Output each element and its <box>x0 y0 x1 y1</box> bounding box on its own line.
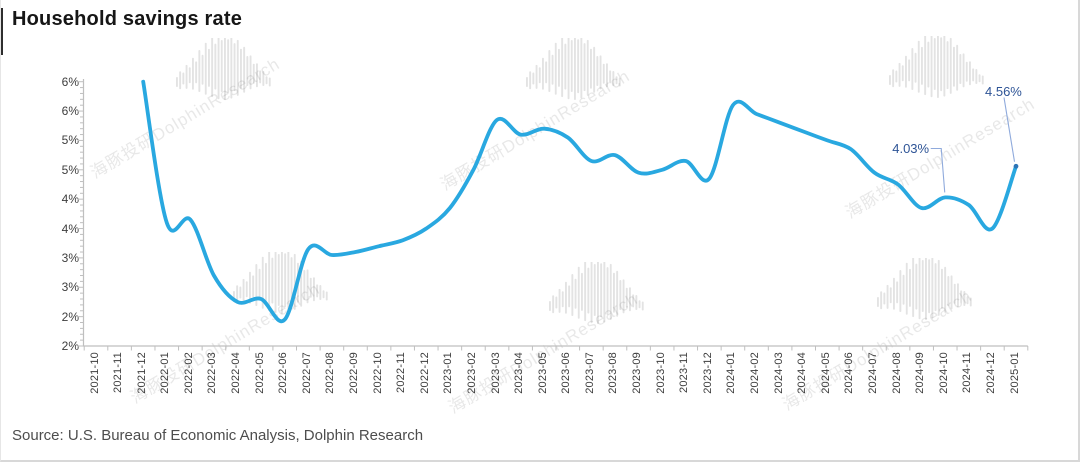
y-axis-label: 5% <box>61 162 79 177</box>
line-end-marker <box>1013 163 1019 169</box>
source-note: Source: U.S. Bureau of Economic Analysis… <box>12 427 424 444</box>
chart-title: Household savings rate <box>12 8 243 30</box>
dolphin-soundwave-bars <box>889 30 984 99</box>
y-axis-label: 6% <box>61 104 79 119</box>
y-axis-label: 3% <box>61 280 79 295</box>
dolphin-soundwave-bars <box>549 256 644 325</box>
dolphin-soundwave-bars <box>877 252 972 321</box>
y-axis-label: 4% <box>61 221 79 236</box>
y-axis-label: 3% <box>61 250 79 265</box>
annotation-connector-2 <box>1003 97 1016 162</box>
dolphin-soundwave-watermark-icon <box>877 252 973 348</box>
y-axis-label: 6% <box>61 74 79 89</box>
y-axis-label: 5% <box>61 133 79 148</box>
dolphin-soundwave-watermark-icon <box>176 32 272 128</box>
savings-rate-line <box>141 79 1018 324</box>
dolphin-soundwave-watermark-icon <box>233 246 329 342</box>
dolphin-soundwave-watermark-icon <box>549 256 645 352</box>
annotation-connector-1 <box>930 147 946 193</box>
y-axis-label: 4% <box>61 192 79 207</box>
left-edge-artifact <box>1 8 3 55</box>
y-axis-label: 2% <box>61 309 79 324</box>
annotation-2024-10: 4.03% <box>892 141 930 156</box>
axis-lines <box>82 79 1028 347</box>
dolphin-soundwave-bars <box>526 32 621 101</box>
annotation-2025-01: 4.56% <box>985 84 1022 99</box>
dolphin-soundwave-bars <box>233 246 328 315</box>
dolphin-soundwave-watermark-icon <box>526 32 622 128</box>
dolphin-soundwave-bars <box>176 32 271 101</box>
dolphin-soundwave-watermark-icon <box>889 30 985 126</box>
y-axis-label: 2% <box>61 339 79 353</box>
